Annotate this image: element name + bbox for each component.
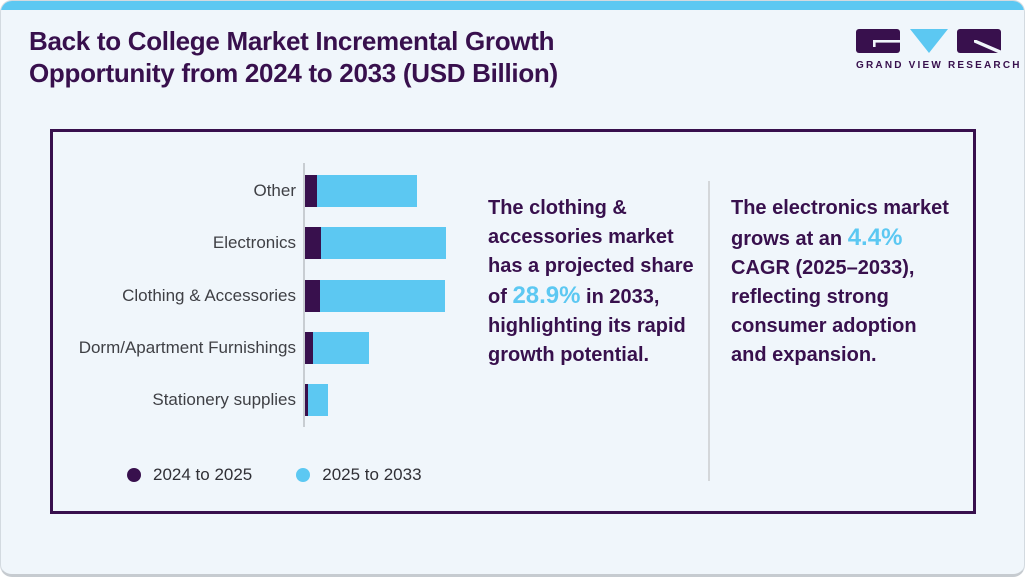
bar-category-label: Clothing & Accessories (122, 285, 296, 305)
bar-track (305, 279, 445, 312)
bar-segment-2024-2025 (305, 175, 317, 207)
insight-electronics: The electronics market grows at an 4.4% … (731, 194, 953, 370)
insight-2-suffix: CAGR (2025–2033), reflecting strong cons… (731, 257, 917, 366)
bar-category-label: Stationery supplies (152, 390, 296, 410)
chart-legend: 2024 to 2025 2025 to 2033 (127, 465, 422, 485)
legend-item: 2024 to 2025 (127, 465, 252, 485)
insight-divider (708, 181, 710, 481)
gvr-g-icon (856, 29, 900, 53)
page-title: Back to College Market Incremental Growt… (29, 25, 558, 89)
bar-row: Clothing & Accessories (53, 279, 503, 312)
bar-chart: Other Electronics Clothing & Accessories Do… (53, 132, 503, 511)
legend-item: 2025 to 2033 (296, 465, 422, 485)
grand-view-research-logo: GRAND VIEW RESEARCH (856, 29, 1022, 71)
bar-segment-2025-2033 (308, 384, 328, 417)
legend-dot-icon (127, 468, 141, 482)
legend-dot-icon (296, 468, 311, 482)
bar-row: Electronics (53, 227, 503, 260)
bar-category-label: Dorm/Apartment Furnishings (78, 337, 296, 357)
insight-clothing-accessories: The clothing & accessories market has a … (488, 194, 700, 370)
insight-2-prefix: The electronics market grows at an (731, 197, 949, 250)
insight-2-highlight: 4.4% (847, 224, 903, 251)
bar-row: Stationery supplies (53, 384, 503, 417)
legend-label: 2024 to 2025 (153, 465, 253, 484)
chart-card: Other Electronics Clothing & Accessories Do… (50, 129, 976, 514)
bar-segment-2025-2033 (317, 175, 417, 207)
bar-segment-2025-2033 (320, 279, 445, 312)
insight-1-suffix: in 2033, highlighting its rapid growth p… (488, 286, 686, 366)
bar-track (305, 331, 369, 364)
bar-segment-2025-2033 (313, 331, 369, 364)
top-accent-bar (1, 1, 1024, 10)
gvr-v-icon (909, 29, 948, 53)
insight-1-prefix: The clothing & accessories market has a … (488, 197, 694, 308)
bar-category-label: Other (253, 181, 296, 200)
insight-1-highlight: 28.9% (512, 282, 581, 309)
gvr-logo-text: GRAND VIEW RESEARCH (856, 60, 1022, 71)
category-axis-line (303, 163, 305, 427)
bar-segment-2025-2033 (321, 227, 446, 260)
bar-segment-2024-2025 (305, 384, 308, 417)
bar-row: Other (53, 175, 503, 207)
gvr-r-icon (957, 29, 1001, 53)
page-title-line2: Opportunity from 2024 to 2033 (USD Billi… (29, 58, 558, 88)
bar-segment-2024-2025 (305, 227, 321, 260)
page-title-line1: Back to College Market Incremental Growt… (29, 26, 555, 56)
bar-track (305, 384, 328, 417)
bar-segment-2024-2025 (305, 279, 320, 312)
bar-row: Dorm/Apartment Furnishings (53, 331, 503, 364)
bar-track (305, 175, 417, 207)
legend-label: 2025 to 2033 (322, 465, 422, 484)
bar-track (305, 227, 446, 260)
bar-category-label: Electronics (212, 233, 296, 253)
bar-segment-2024-2025 (305, 331, 313, 364)
gvr-logo-marks (856, 29, 1001, 53)
